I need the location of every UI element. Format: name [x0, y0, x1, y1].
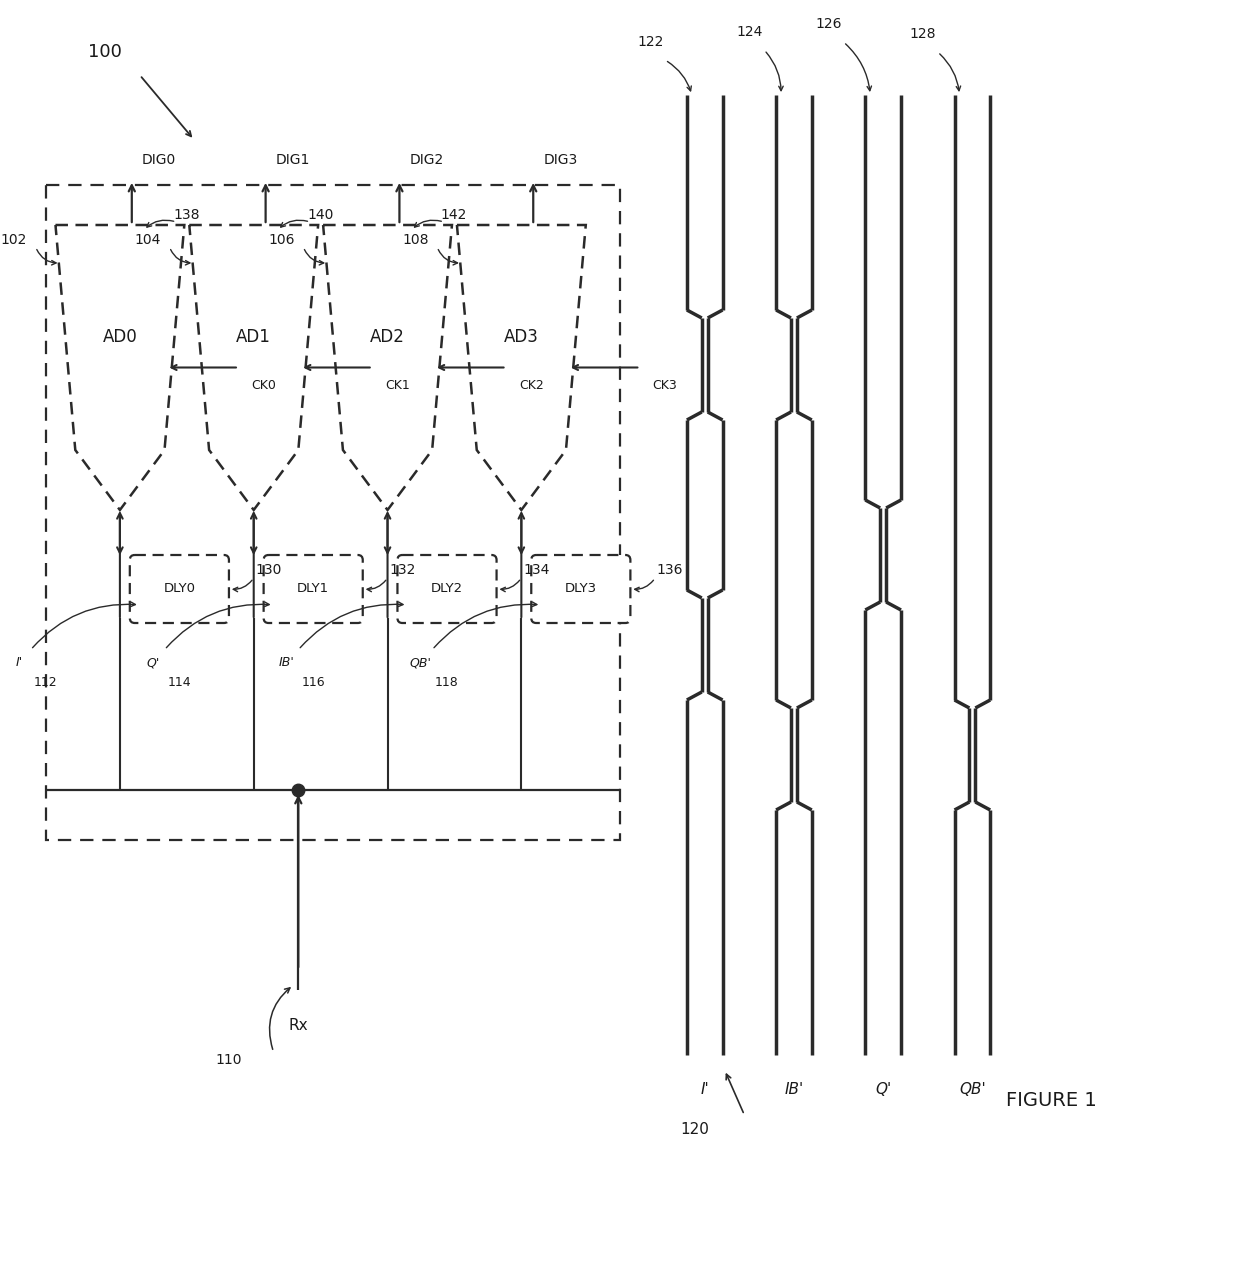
- Text: I': I': [701, 1082, 709, 1097]
- Text: 120: 120: [681, 1122, 709, 1137]
- FancyBboxPatch shape: [264, 555, 363, 623]
- Text: DIG1: DIG1: [275, 153, 310, 166]
- Text: Q': Q': [875, 1082, 892, 1097]
- Text: 116: 116: [301, 676, 325, 690]
- Text: CK3: CK3: [652, 380, 677, 392]
- Text: QB': QB': [959, 1082, 986, 1097]
- Polygon shape: [324, 224, 451, 509]
- Text: 102: 102: [1, 233, 27, 247]
- Text: 134: 134: [523, 562, 549, 578]
- Text: I': I': [15, 656, 22, 670]
- Text: 122: 122: [637, 35, 663, 49]
- Text: FIGURE 1: FIGURE 1: [1007, 1091, 1097, 1110]
- FancyBboxPatch shape: [531, 555, 630, 623]
- Text: DIG2: DIG2: [409, 153, 444, 166]
- Text: 132: 132: [389, 562, 415, 578]
- Text: DLY0: DLY0: [164, 583, 196, 595]
- FancyBboxPatch shape: [130, 555, 229, 623]
- Text: 118: 118: [435, 676, 459, 690]
- Text: 136: 136: [657, 562, 683, 578]
- Text: 124: 124: [737, 25, 763, 39]
- FancyBboxPatch shape: [398, 555, 496, 623]
- Text: DIG0: DIG0: [141, 153, 176, 166]
- Text: 142: 142: [440, 208, 467, 222]
- Text: QB': QB': [409, 656, 432, 670]
- Text: 108: 108: [402, 233, 429, 247]
- Text: 130: 130: [255, 562, 281, 578]
- Text: AD3: AD3: [503, 329, 539, 347]
- Text: CK1: CK1: [386, 380, 410, 392]
- Text: 100: 100: [88, 43, 122, 61]
- Text: DLY1: DLY1: [298, 583, 330, 595]
- Text: Q': Q': [146, 656, 159, 670]
- Polygon shape: [456, 224, 585, 509]
- Text: DLY2: DLY2: [432, 583, 463, 595]
- Text: AD2: AD2: [370, 329, 405, 347]
- Text: 106: 106: [268, 233, 295, 247]
- Text: IB': IB': [785, 1082, 804, 1097]
- Text: DIG3: DIG3: [543, 153, 578, 166]
- Polygon shape: [56, 224, 185, 509]
- Text: CK2: CK2: [518, 380, 543, 392]
- Text: 140: 140: [308, 208, 334, 222]
- Text: 138: 138: [174, 208, 200, 222]
- Text: AD1: AD1: [237, 329, 272, 347]
- Text: 114: 114: [167, 676, 191, 690]
- Polygon shape: [190, 224, 319, 509]
- Text: 104: 104: [134, 233, 161, 247]
- Text: Rx: Rx: [289, 1018, 308, 1033]
- Text: DLY3: DLY3: [564, 583, 596, 595]
- Text: IB': IB': [279, 656, 294, 670]
- Text: 128: 128: [910, 26, 936, 42]
- Text: AD0: AD0: [103, 329, 138, 347]
- Text: CK0: CK0: [252, 380, 277, 392]
- Text: 126: 126: [816, 16, 842, 32]
- Text: 110: 110: [216, 1053, 242, 1067]
- Text: 112: 112: [33, 676, 57, 690]
